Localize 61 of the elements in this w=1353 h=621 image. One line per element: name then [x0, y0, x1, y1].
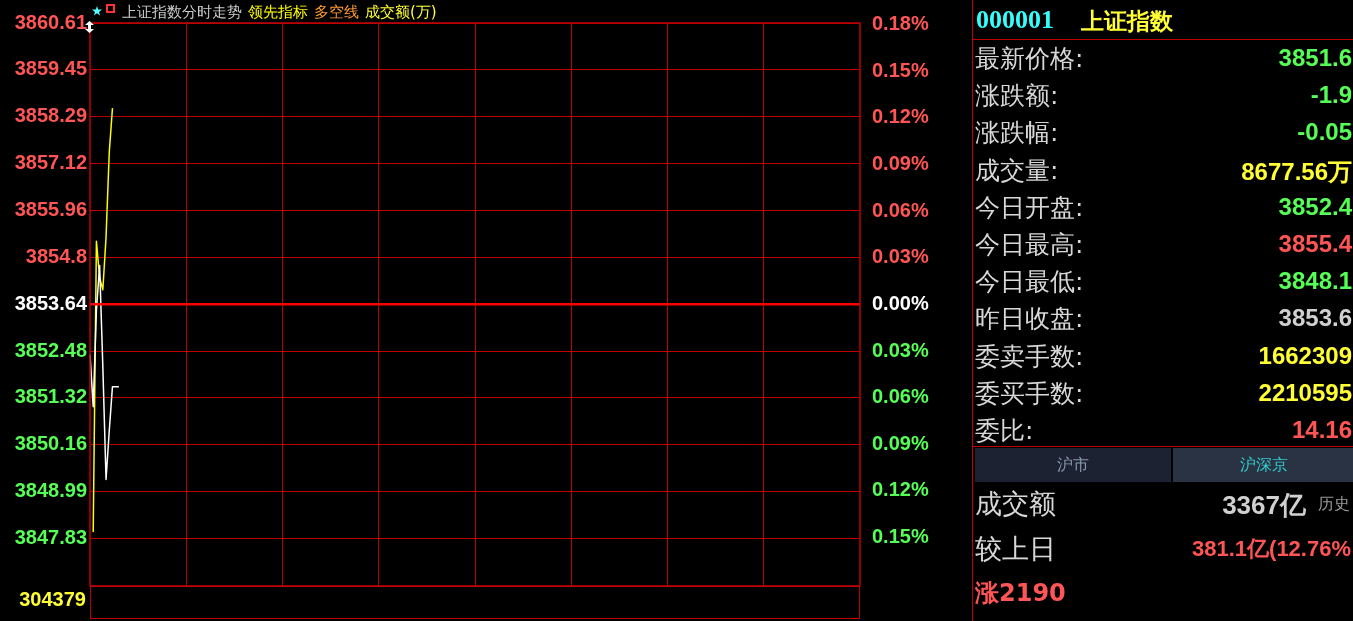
text: 2210595	[1258, 378, 1352, 407]
y2-tick-label: 0.03%	[872, 338, 929, 361]
text: 3848.1	[1278, 267, 1352, 296]
y2-tick-label: 0.15%	[872, 525, 929, 548]
y-tick-label: 3857.12	[14, 151, 87, 174]
text: 3853.6	[1278, 304, 1352, 333]
text: 今日开盘:	[975, 191, 1084, 224]
y2-tick-label: 0.12%	[872, 478, 929, 501]
text: 较上日	[975, 532, 1056, 566]
text: 涨2190	[975, 578, 1066, 609]
text: 成交额(万)	[365, 3, 437, 21]
text: 381.1亿(12.76%	[1192, 535, 1351, 563]
text: 今日最高:	[975, 229, 1084, 261]
y-tick-label: 3848.99	[14, 479, 87, 502]
text: 1662309	[1258, 341, 1352, 370]
text: 14.16	[1291, 416, 1352, 444]
text: 多空线	[314, 3, 359, 21]
y2-tick-label: 0.18%	[872, 11, 929, 34]
text: -1.9	[1310, 81, 1352, 110]
y-tick-label: 3850.16	[14, 432, 87, 455]
y2-tick-label: 0.09%	[872, 431, 929, 454]
y2-tick-label: 0.06%	[872, 198, 929, 221]
y2-tick-label: 0.06%	[872, 385, 929, 408]
text: 上证指数	[1081, 7, 1173, 36]
text: 委买手数:	[975, 377, 1084, 410]
text: 8677.56万	[1241, 156, 1352, 187]
text: 3851.6	[1278, 44, 1352, 72]
text: 成交额	[975, 487, 1056, 521]
text: -0.05	[1297, 118, 1352, 147]
text: 3855.4	[1278, 230, 1352, 258]
text: 委卖手数:	[975, 340, 1084, 373]
y2-tick-label: 0.03%	[872, 245, 929, 268]
y2-tick-label: 0.09%	[872, 151, 929, 174]
chart-title: 上证指数分时走势	[122, 3, 242, 21]
text: 委比:	[975, 415, 1034, 447]
y-tick-label: 3852.48	[14, 338, 87, 361]
text: 3852.4	[1278, 192, 1352, 221]
y2-tick-label: 0.00%	[872, 291, 929, 314]
y-tick-label: 3858.29	[14, 104, 87, 127]
y-tick-label: 3859.45	[14, 57, 87, 80]
text: 沪深京	[1173, 448, 1353, 482]
y2-tick-label: 0.12%	[872, 105, 929, 128]
y-tick-label: 3854.8	[25, 245, 87, 267]
text: 304379	[19, 587, 86, 610]
text: 历史	[1318, 494, 1350, 515]
y-tick-label: 3847.83	[14, 526, 87, 549]
text: 000001	[976, 5, 1054, 35]
y-tick-label: 3853.64	[14, 291, 88, 314]
text: 领先指标	[248, 3, 308, 21]
text: 今日最低:	[975, 266, 1084, 299]
y-tick-label: 3855.96	[14, 198, 87, 221]
text: 涨跌额:	[975, 80, 1059, 113]
text: 成交量:	[975, 154, 1059, 187]
y2-tick-label: 0.15%	[872, 58, 929, 81]
y-tick-label: 3851.32	[14, 385, 87, 408]
text: 3367亿	[1222, 489, 1306, 522]
text: 涨跌幅:	[975, 117, 1059, 150]
y-tick-label: 3860.61	[14, 10, 87, 33]
text: 沪市	[975, 448, 1171, 482]
text: 最新价格:	[975, 43, 1084, 75]
text: 昨日收盘:	[975, 303, 1084, 336]
